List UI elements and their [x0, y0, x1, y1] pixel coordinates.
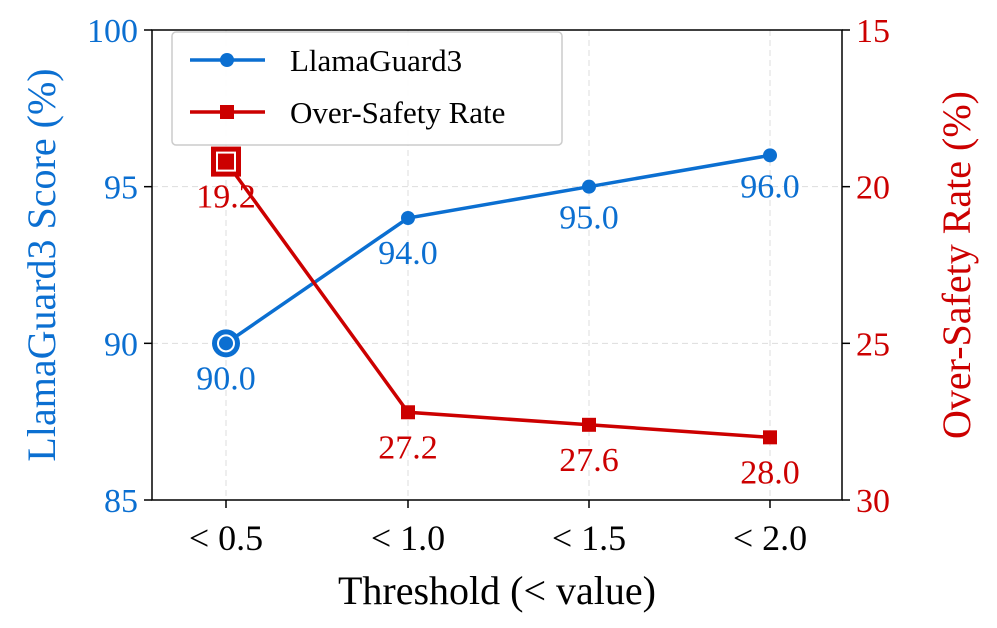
x-tick-label: < 1.5	[552, 518, 626, 558]
right-axis: 15 20 25 30	[842, 13, 890, 520]
data-point-highlight	[212, 329, 240, 358]
x-tick-label: < 2.0	[733, 518, 807, 558]
legend-label-over-safety: Over-Safety Rate	[290, 95, 505, 130]
data-label: 27.2	[378, 429, 438, 466]
left-tick-label: 95	[104, 170, 138, 207]
legend-marker-over-safety	[220, 105, 234, 119]
data-label: 95.0	[559, 200, 619, 237]
right-tick-label: 30	[856, 483, 890, 520]
data-label: 28.0	[740, 454, 800, 491]
legend-marker-llamaguard3	[220, 53, 234, 67]
data-point	[582, 179, 596, 194]
legend: LlamaGuard3 Over-Safety Rate	[171, 31, 563, 146]
right-tick-label: 20	[856, 170, 890, 207]
series-line-llamaguard3	[225, 153, 771, 345]
data-label: 19.2	[196, 179, 256, 216]
data-point	[582, 417, 596, 432]
x-tick-label: < 0.5	[189, 518, 263, 558]
right-tick-label: 25	[856, 326, 890, 363]
left-tick-label: 100	[87, 13, 138, 50]
left-axis-label: LlamaGuard3 Score (%)	[19, 68, 64, 461]
series-line-over-safety	[224, 160, 771, 440]
data-point	[401, 211, 415, 225]
data-point-highlight-ring	[216, 151, 236, 172]
data-label: 96.0	[740, 168, 800, 205]
right-tick-label: 15	[856, 13, 890, 50]
x-axis: < 0.5 < 1.0 < 1.5 < 2.0	[189, 500, 807, 558]
left-tick-label: 90	[104, 326, 138, 363]
plot-frame	[151, 29, 843, 501]
data-point	[763, 430, 777, 445]
left-tick-label: 85	[104, 483, 138, 520]
data-label: 27.6	[559, 442, 619, 479]
data-point-highlight-ring	[217, 334, 235, 353]
x-tick-label: < 1.0	[371, 518, 445, 558]
x-axis-label: Threshold (< value)	[338, 568, 656, 613]
series: 90.0 94.0 95.0 96.0 19.2 27.2 27.6 28.0	[196, 146, 800, 491]
legend-label-llamaguard3: LlamaGuard3	[290, 43, 462, 78]
data-point	[763, 148, 777, 163]
data-label: 90.0	[196, 360, 256, 397]
legend-box	[171, 31, 563, 146]
data-point-highlight	[211, 146, 241, 177]
data-point	[401, 405, 415, 420]
right-axis-label: Over-Safety Rate (%)	[934, 91, 979, 439]
data-label: 94.0	[378, 235, 438, 272]
left-axis: 85 90 95 100	[87, 13, 152, 520]
